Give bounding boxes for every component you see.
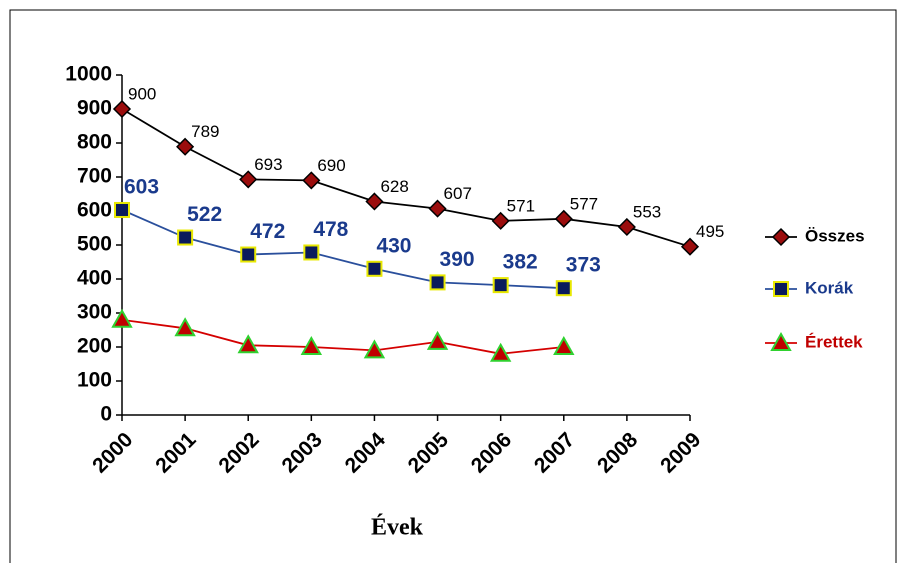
data-label: 478 bbox=[313, 218, 348, 241]
data-point bbox=[555, 280, 572, 297]
y-tick-label: 900 bbox=[77, 97, 112, 120]
series-line bbox=[121, 209, 564, 290]
data-label: 693 bbox=[254, 155, 282, 174]
series-line bbox=[121, 318, 564, 355]
y-tick-label: 100 bbox=[77, 369, 112, 392]
data-label: 472 bbox=[250, 220, 285, 243]
data-label: 522 bbox=[187, 203, 222, 226]
data-label: 495 bbox=[696, 222, 724, 241]
data-point bbox=[429, 274, 446, 291]
series-line bbox=[121, 108, 691, 248]
data-label: 382 bbox=[503, 251, 538, 274]
data-point bbox=[112, 99, 132, 119]
data-point bbox=[426, 330, 449, 350]
legend-marker bbox=[773, 281, 789, 297]
data-label: 577 bbox=[570, 194, 598, 213]
data-point bbox=[177, 229, 194, 246]
data-label: 628 bbox=[380, 177, 408, 196]
data-point bbox=[428, 199, 447, 218]
legend-marker bbox=[770, 331, 792, 351]
data-label: 571 bbox=[507, 196, 535, 215]
data-point bbox=[554, 209, 573, 228]
data-point bbox=[553, 335, 575, 355]
y-tick-label: 1000 bbox=[65, 63, 112, 86]
y-tick-label: 800 bbox=[77, 131, 112, 154]
data-point bbox=[240, 246, 257, 263]
data-point bbox=[111, 308, 133, 328]
data-label: 430 bbox=[376, 234, 411, 257]
y-tick-label: 300 bbox=[77, 301, 112, 324]
data-label: 553 bbox=[633, 202, 661, 221]
y-tick-label: 600 bbox=[77, 199, 112, 222]
data-point bbox=[680, 237, 700, 256]
data-label: 603 bbox=[124, 176, 159, 199]
y-tick-label: 0 bbox=[100, 403, 112, 426]
data-point bbox=[365, 192, 384, 211]
data-point bbox=[366, 260, 383, 277]
data-point bbox=[237, 334, 259, 354]
y-tick-label: 400 bbox=[77, 267, 112, 290]
data-label: 690 bbox=[317, 156, 345, 175]
data-point bbox=[492, 277, 509, 294]
y-tick-label: 500 bbox=[77, 233, 112, 256]
data-point bbox=[300, 335, 323, 355]
data-label: 390 bbox=[440, 248, 475, 271]
legend-marker bbox=[771, 227, 791, 247]
data-label: 607 bbox=[444, 184, 472, 203]
frame bbox=[9, 9, 897, 563]
y-tick-label: 700 bbox=[77, 165, 112, 188]
data-point bbox=[491, 211, 510, 230]
y-tick-label: 200 bbox=[77, 335, 112, 358]
data-point bbox=[363, 339, 386, 359]
legend-label: Érettek bbox=[805, 332, 863, 351]
legend-label: Összes bbox=[805, 226, 865, 245]
data-point bbox=[489, 342, 512, 362]
data-point bbox=[114, 201, 130, 218]
data-point bbox=[176, 137, 195, 156]
data-point bbox=[174, 317, 196, 337]
data-point bbox=[239, 170, 258, 189]
data-point bbox=[302, 171, 321, 190]
data-label: 900 bbox=[128, 84, 156, 103]
data-label: 373 bbox=[566, 254, 601, 277]
data-point bbox=[303, 244, 320, 261]
data-label: 789 bbox=[191, 122, 219, 141]
x-axis-title: Évek bbox=[371, 515, 424, 541]
data-point bbox=[617, 217, 636, 237]
legend-label: Korák bbox=[805, 278, 854, 297]
